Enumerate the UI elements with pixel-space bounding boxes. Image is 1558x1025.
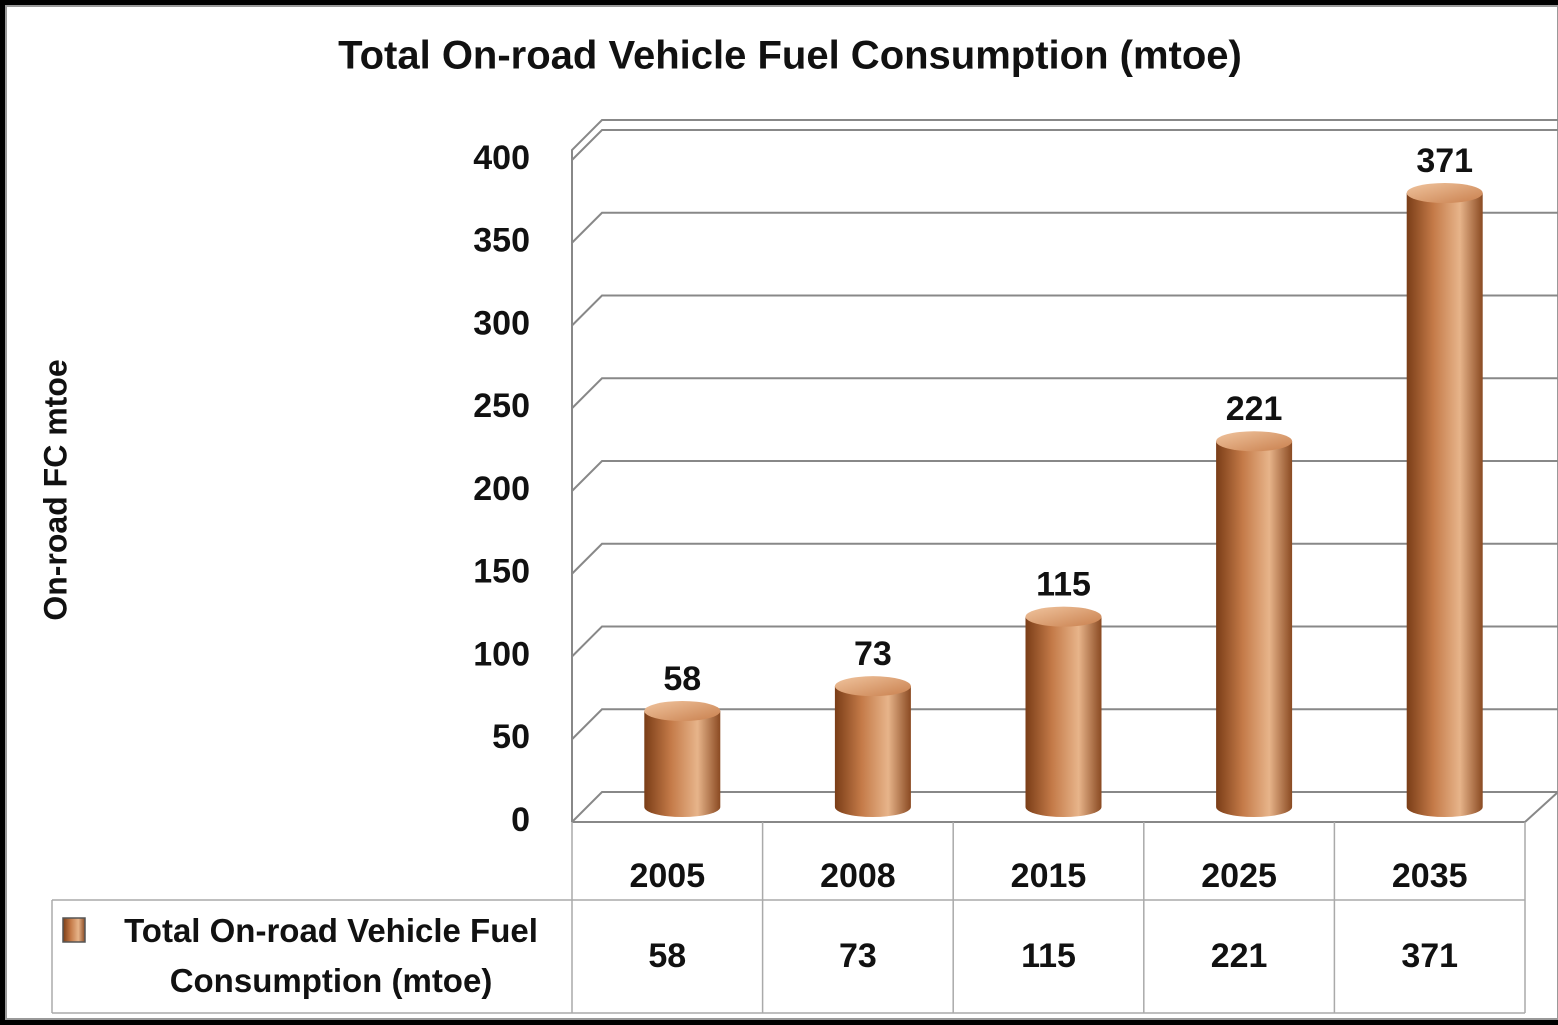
grid-line — [571, 294, 1558, 327]
bar-top — [1025, 606, 1102, 627]
data-label: 58 — [663, 660, 701, 698]
y-tick-label: 50 — [492, 718, 530, 756]
data-label: 221 — [1226, 390, 1283, 428]
data-label: 115 — [1036, 566, 1091, 604]
data-label: 73 — [854, 635, 892, 673]
legend-marker — [62, 917, 86, 943]
x-tick-label: 2025 — [1201, 857, 1277, 895]
bar — [834, 686, 911, 818]
table-value: 221 — [1211, 937, 1268, 975]
bar — [1216, 441, 1293, 818]
y-tick-label: 100 — [473, 635, 530, 673]
wall — [571, 119, 1558, 822]
legend-label: Total On-road Vehicle Fuel Consumption (… — [124, 912, 538, 999]
bar — [1406, 192, 1483, 818]
y-tick-label: 0 — [511, 801, 530, 839]
table-value: 371 — [1401, 937, 1458, 975]
chart-area — [5, 5, 1558, 1020]
y-tick-label: 200 — [473, 470, 530, 508]
x-tick-label: 2005 — [629, 857, 705, 895]
y-tick-label: 150 — [473, 553, 530, 591]
grid-line — [571, 129, 1558, 161]
table-value: 115 — [1021, 937, 1076, 975]
y-tick-label: 400 — [473, 139, 530, 177]
y-tick-label: 350 — [473, 222, 530, 260]
grid-line — [571, 211, 1558, 244]
bar — [1025, 616, 1102, 818]
table-value: 73 — [839, 937, 877, 975]
y-axis-label: On-road FC mtoe — [37, 359, 73, 620]
x-tick-label: 2015 — [1011, 857, 1087, 895]
x-tick-label: 2008 — [820, 857, 896, 895]
bar-top — [1406, 182, 1483, 203]
table-value: 58 — [648, 937, 686, 975]
bar-top — [1216, 431, 1293, 452]
y-tick-label: 250 — [473, 387, 530, 425]
x-tick-label: 2035 — [1392, 857, 1468, 895]
y-tick-label: 300 — [473, 304, 530, 342]
chart-title: Total On-road Vehicle Fuel Consumption (… — [338, 34, 1242, 78]
data-label: 371 — [1416, 142, 1473, 180]
bar-top — [644, 701, 721, 722]
bar — [644, 711, 721, 818]
bar-top — [834, 676, 911, 697]
grid-line — [571, 377, 1558, 409]
